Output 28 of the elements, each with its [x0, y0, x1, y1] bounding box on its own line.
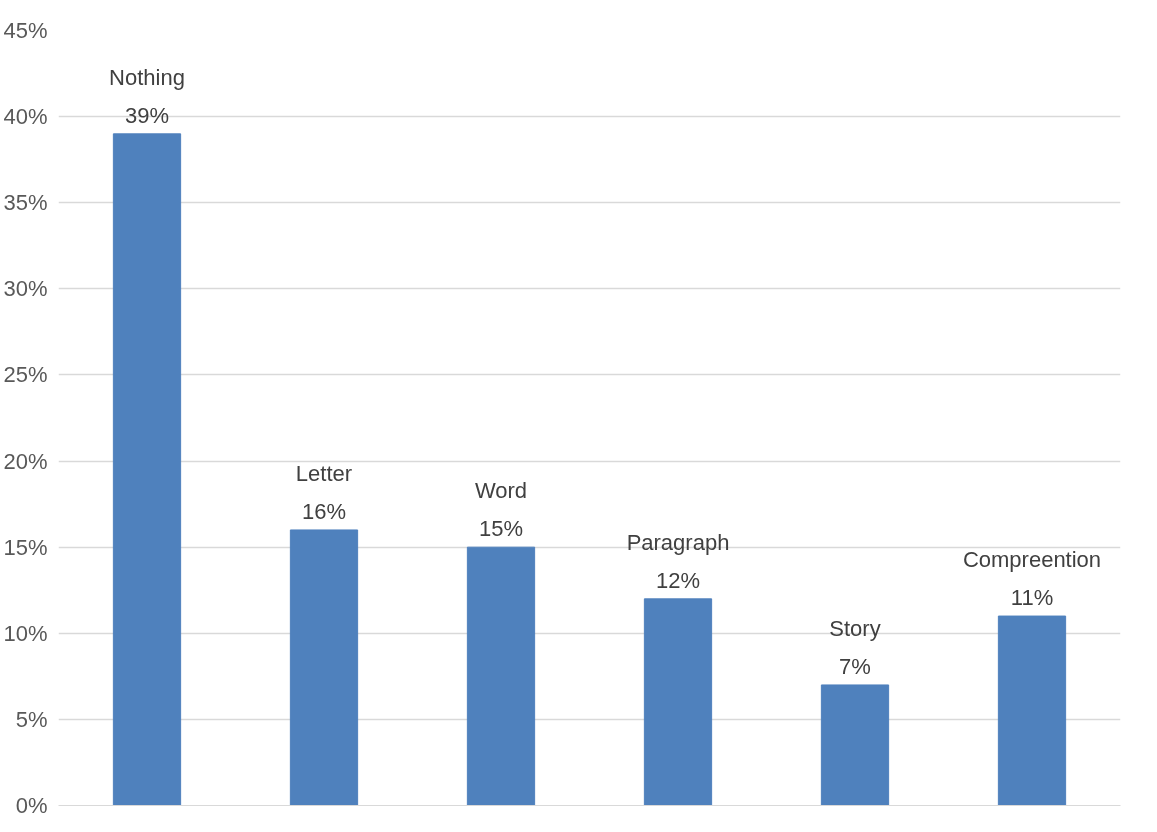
x-tick-label: Word	[474, 478, 528, 504]
data-label: 16%	[301, 498, 347, 524]
y-tick-label: 20%	[3, 448, 48, 474]
y-tick-label: 10%	[3, 620, 48, 646]
bar	[466, 546, 536, 806]
data-label: 7%	[839, 653, 871, 679]
y-tick-label: 25%	[3, 362, 48, 388]
data-label: 12%	[655, 567, 701, 593]
bar	[643, 598, 713, 806]
bar	[289, 529, 359, 806]
y-tick-label: 45%	[3, 18, 48, 43]
bar	[112, 133, 182, 806]
x-tick-label: Paragraph	[626, 529, 730, 555]
data-label: 11%	[1010, 585, 1054, 611]
data-label: 39%	[124, 102, 170, 128]
x-tick-label: Letter	[295, 460, 353, 486]
bar	[997, 615, 1067, 806]
y-tick-label: 35%	[3, 190, 48, 216]
bar	[820, 684, 890, 806]
x-tick-label: Compreention	[962, 547, 1102, 573]
y-tick-label: 40%	[3, 104, 48, 130]
y-tick-label: 0%	[15, 793, 48, 818]
y-tick-label: 15%	[3, 534, 48, 560]
y-tick-label: 30%	[3, 276, 48, 302]
y-tick-label: 5%	[15, 706, 48, 732]
data-label: 15%	[478, 516, 524, 542]
x-tick-label: Story	[829, 615, 881, 641]
x-tick-label: Nothing	[109, 64, 185, 90]
